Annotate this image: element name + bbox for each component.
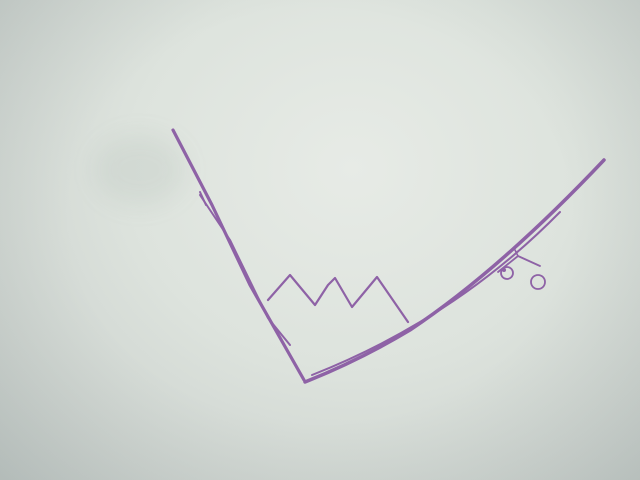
left-slope-tick [199, 191, 207, 206]
right-slope-line-overstroke [311, 211, 561, 376]
left-slope-line [171, 128, 306, 382]
right-slope-line [303, 158, 606, 384]
cart-wheel-left [500, 266, 514, 280]
cart-dot [502, 268, 506, 272]
cart-handle [513, 247, 519, 257]
cart-wheel-right [530, 274, 546, 290]
zigzag-spring [266, 273, 410, 324]
left-slope-line-overstroke [199, 194, 291, 346]
smudge-mark [95, 135, 185, 205]
